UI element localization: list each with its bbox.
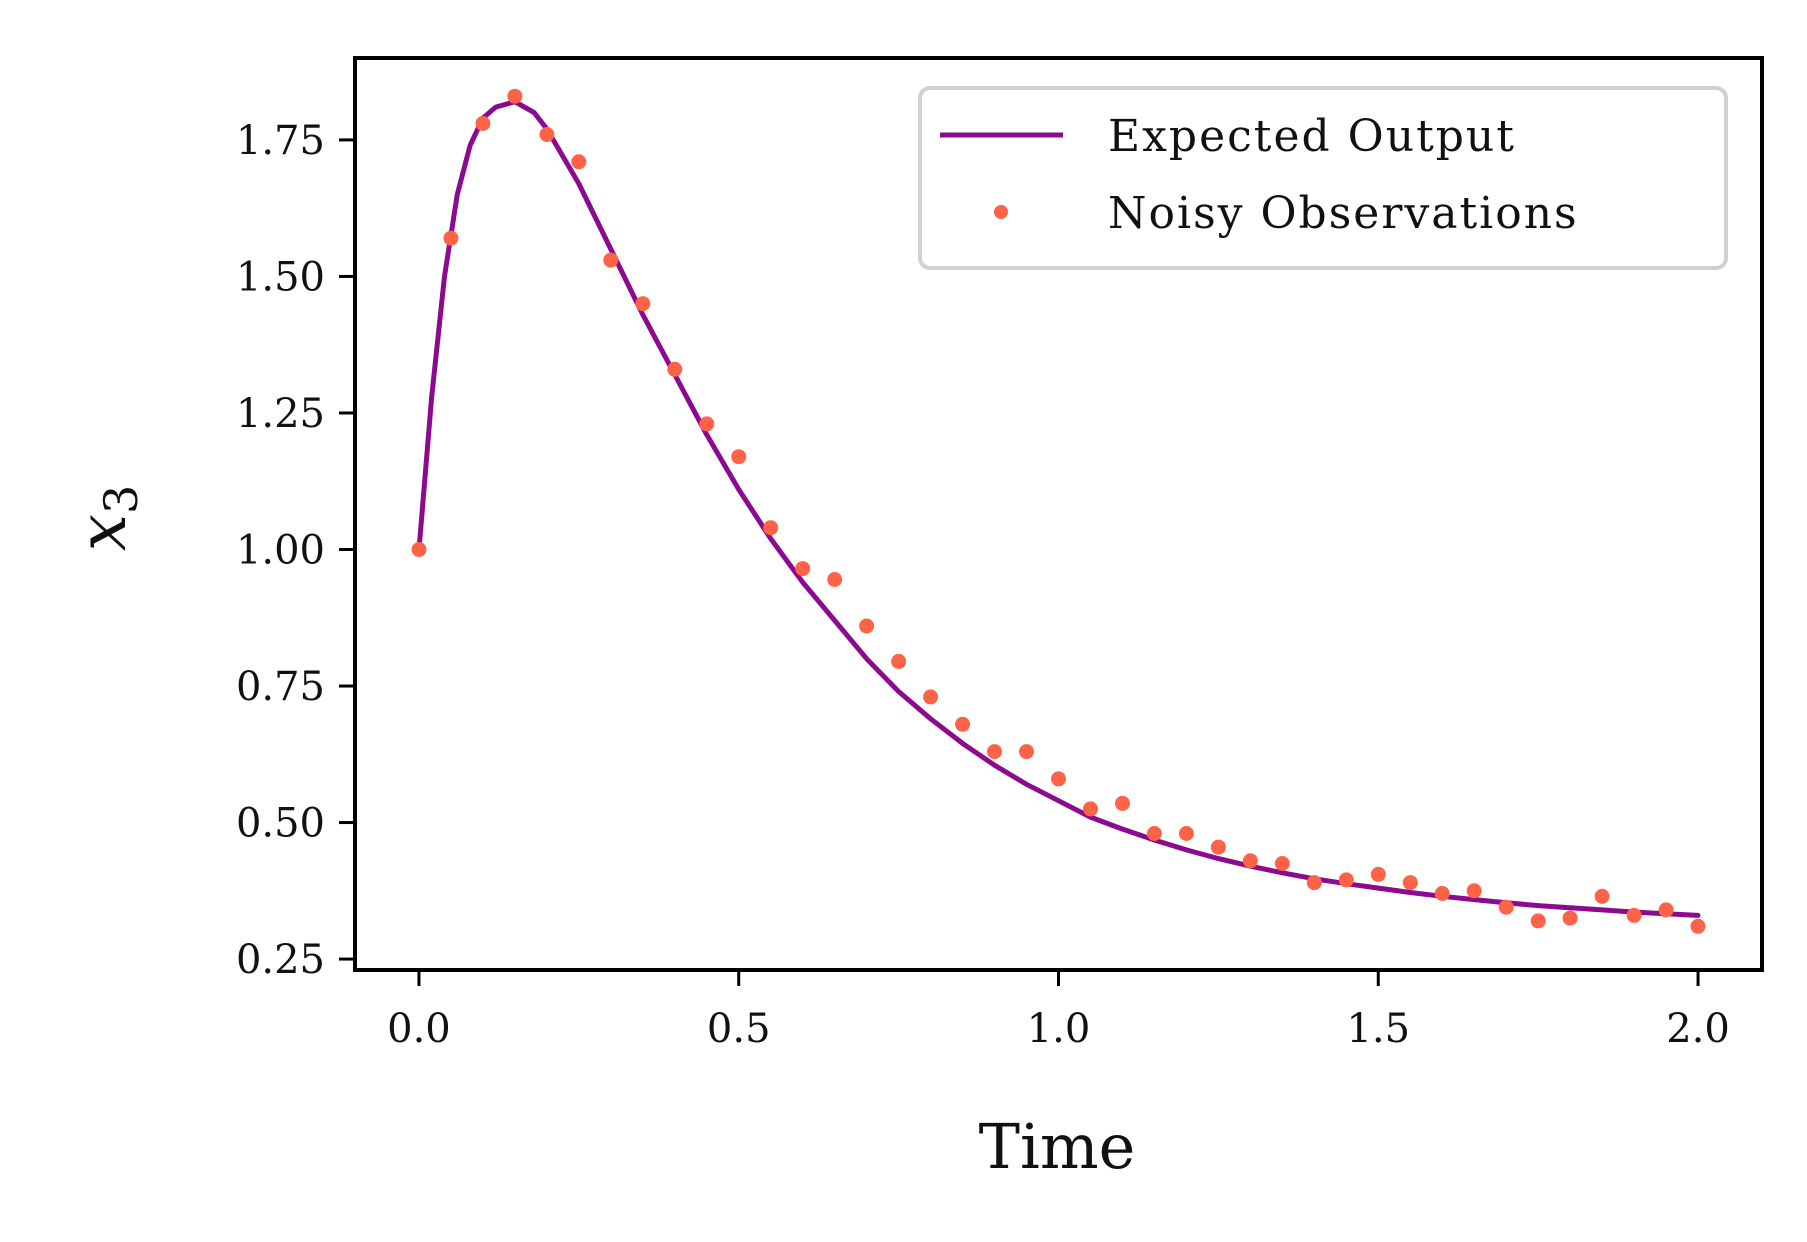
observation-point (987, 744, 1002, 760)
observation-point (1115, 795, 1130, 811)
observation-point (955, 716, 971, 732)
observation-point (1370, 866, 1386, 882)
series-line-expected-output (416, 99, 1701, 918)
observation-point (635, 296, 651, 312)
legend-label-noisy-observations: Noisy Observations (1108, 188, 1579, 239)
observation-point (731, 449, 747, 465)
observation-point (1083, 801, 1098, 817)
y-axis-title-variable: x (64, 514, 141, 551)
observation-point (1530, 913, 1546, 929)
plot-area (411, 88, 1706, 934)
x-tick-label: 2.0 (1666, 1006, 1730, 1052)
observation-point (923, 689, 939, 705)
observation-point (1562, 910, 1578, 926)
observation-point (539, 127, 555, 142)
observation-point (507, 88, 523, 104)
y-tick-label: 1.25 (236, 391, 325, 437)
axes: 0.0 0.5 1.0 1.5 2.0 0.25 0.50 0.75 1.00 1.25 1.50 1… (236, 56, 1764, 1052)
observation-point (1498, 899, 1514, 915)
observation-point (443, 230, 459, 246)
y-tick-label: 0.50 (236, 801, 325, 847)
svg-text:x3: x3 (64, 485, 148, 552)
observation-point (1594, 888, 1610, 904)
observation-point (667, 361, 683, 377)
observation-point (1402, 875, 1418, 891)
observation-point (1466, 883, 1482, 899)
x-axis-title: Time (979, 1110, 1136, 1183)
observation-point (1210, 839, 1226, 855)
x-tick-label: 0.5 (707, 1006, 771, 1052)
x-tick-label: 1.0 (1027, 1006, 1091, 1052)
observation-point (571, 154, 587, 170)
observation-point (859, 618, 875, 634)
y-tick-label: 0.25 (236, 937, 325, 983)
observation-point (1434, 886, 1450, 901)
legend-point-swatch (994, 205, 1008, 219)
y-tick-label: 1.00 (236, 527, 325, 573)
observation-point (1690, 918, 1706, 934)
observation-point (1338, 872, 1354, 888)
observation-point (795, 561, 811, 577)
observation-point (1242, 853, 1258, 869)
y-tick-label: 0.75 (236, 664, 325, 710)
y-axis-title-subscript: 3 (94, 485, 148, 514)
y-tick-label: 1.75 (236, 118, 325, 164)
legend-box (918, 86, 1728, 270)
observation-point (1051, 771, 1066, 787)
x-tick-label: 0.0 (387, 1006, 451, 1052)
x-tick-label: 1.5 (1346, 1006, 1410, 1052)
observation-point (1019, 744, 1034, 760)
y-axis-title: x3 (64, 485, 148, 552)
observation-point (1146, 826, 1162, 841)
observation-point (763, 520, 779, 536)
observation-point (1306, 875, 1322, 891)
observation-point (827, 572, 843, 587)
observation-point (475, 116, 491, 131)
observation-point (1626, 907, 1642, 923)
observation-point (891, 653, 907, 669)
legend: Expected Output Noisy Observations (918, 86, 1728, 270)
observation-point (1658, 902, 1674, 918)
legend-label-expected-output: Expected Output (1108, 111, 1516, 162)
observation-point (1274, 856, 1290, 871)
y-tick-label: 1.50 (236, 254, 325, 300)
observation-point (699, 416, 715, 432)
observation-point (411, 542, 427, 557)
observation-point (1178, 826, 1194, 841)
observation-point (603, 252, 619, 268)
